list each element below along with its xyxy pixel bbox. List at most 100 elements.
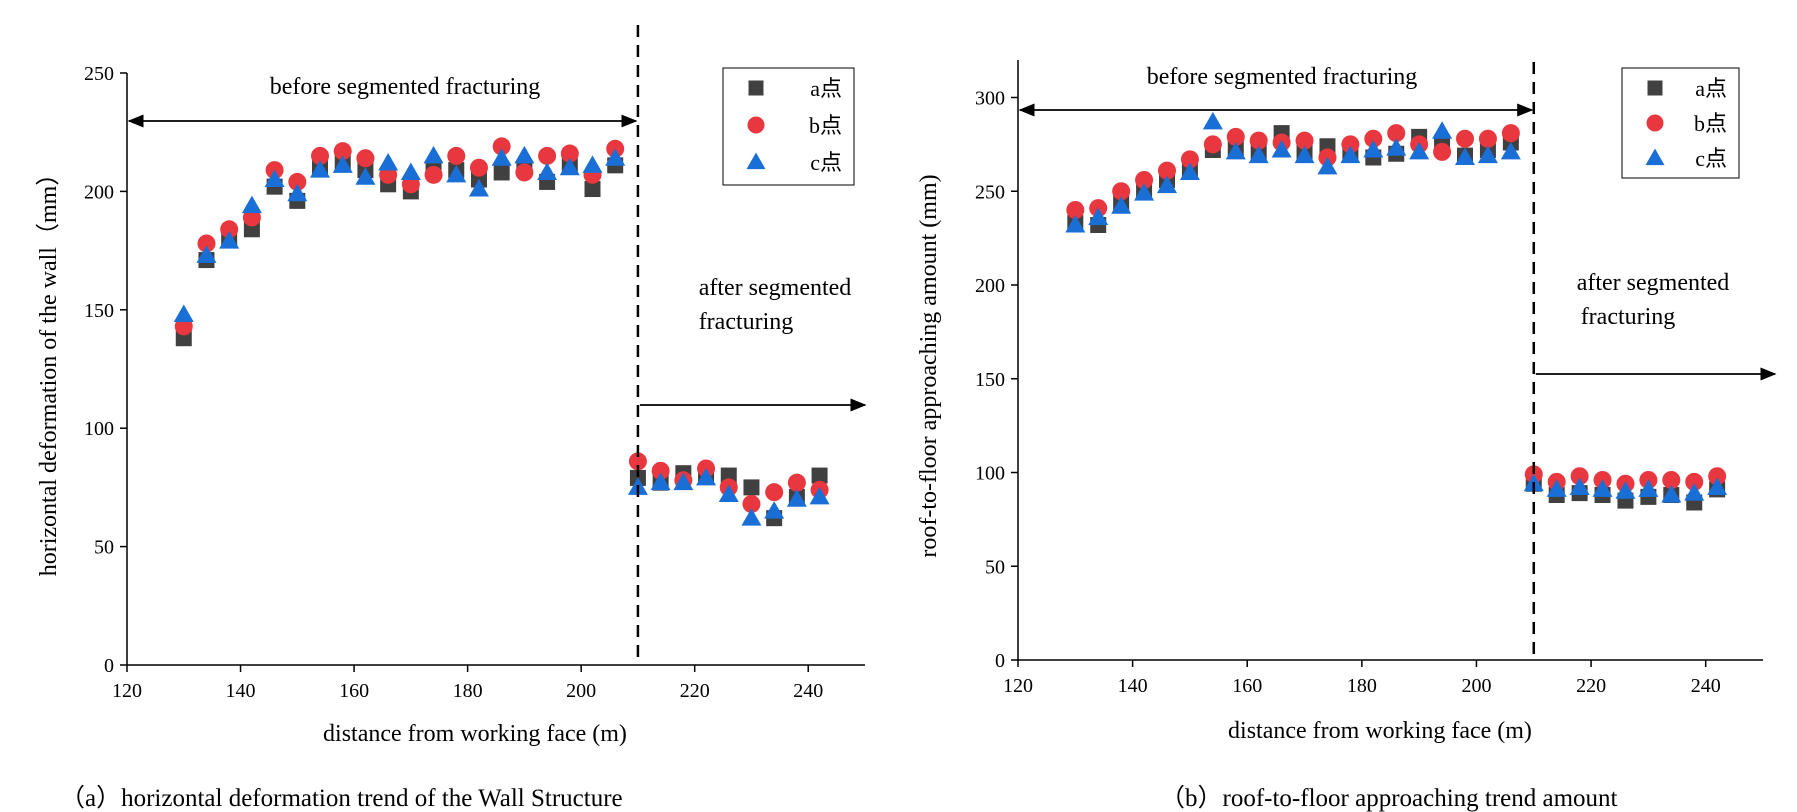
- data-point: [1569, 477, 1590, 495]
- data-point: [287, 183, 308, 202]
- data-point: [1134, 183, 1155, 201]
- data-point: [809, 486, 830, 505]
- data-point: [1662, 471, 1681, 489]
- chart-a-y-ticks: 0 50 100 150 200 250: [84, 63, 127, 677]
- legend-marker: [747, 116, 765, 134]
- data-point: [356, 149, 375, 168]
- data-point: [1364, 129, 1383, 148]
- chart-a: 120 140 160 180 200 220 240 0 50 100 150 200 250 be…: [36, 25, 867, 812]
- data-point: [1203, 135, 1222, 154]
- data-point: [423, 145, 444, 164]
- legend-marker: [1645, 148, 1665, 166]
- chart-a-points: [173, 137, 830, 527]
- x-tick-label: 120: [112, 680, 142, 702]
- legend-label: c点: [810, 150, 842, 175]
- legend-label: a点: [810, 76, 842, 101]
- x-tick-label: 140: [1118, 675, 1148, 697]
- data-point: [1158, 161, 1176, 180]
- data-point: [1179, 162, 1200, 180]
- data-point: [197, 234, 216, 253]
- data-point: [538, 146, 557, 165]
- chart-b-x-title: distance from working face (m): [1228, 718, 1532, 744]
- data-point: [332, 155, 353, 173]
- chart-b-y-ticks: 0 50 100 150 200 250 300: [975, 88, 1018, 672]
- chart-b-points: [1065, 111, 1728, 511]
- data-point: [1570, 467, 1589, 486]
- data-point: [718, 484, 739, 503]
- data-point: [355, 167, 376, 185]
- data-point: [1226, 127, 1245, 146]
- data-point: [492, 137, 511, 156]
- x-tick-label: 240: [793, 680, 823, 702]
- data-point: [1501, 124, 1520, 143]
- data-point: [1317, 156, 1338, 175]
- x-tick-label: 120: [1003, 675, 1033, 697]
- data-point: [1341, 135, 1360, 154]
- chart-b-legend-box: [1621, 67, 1740, 179]
- data-point: [1271, 140, 1292, 158]
- chart-a-y-title: horizontal deformation of the wall（mm）: [36, 162, 62, 577]
- data-point: [1592, 479, 1613, 497]
- data-point: [1685, 472, 1704, 491]
- data-point: [447, 146, 466, 165]
- data-point: [584, 181, 601, 198]
- data-point: [446, 164, 467, 183]
- x-tick-label: 140: [226, 680, 256, 702]
- data-point: [469, 158, 488, 177]
- data-point: [288, 172, 307, 191]
- data-point: [1478, 129, 1497, 148]
- data-point: [765, 483, 784, 502]
- data-point: [1112, 182, 1131, 201]
- legend-label: b点: [1694, 111, 1727, 136]
- y-tick-label: 150: [975, 369, 1005, 391]
- data-point: [1065, 215, 1086, 233]
- y-tick-label: 200: [84, 181, 114, 203]
- data-point: [582, 155, 603, 173]
- data-point: [1433, 142, 1452, 161]
- data-point: [424, 165, 443, 184]
- chart-b-x-ticks: 120 140 160 180 200 220 240: [1003, 660, 1721, 697]
- data-point: [673, 472, 694, 491]
- y-tick-label: 100: [975, 463, 1005, 485]
- data-point: [493, 164, 510, 181]
- chart-b-legend: a点 b点 c点: [1621, 67, 1740, 179]
- y-tick-label: 300: [975, 88, 1005, 110]
- data-point: [220, 220, 239, 239]
- legend-marker: [746, 152, 766, 170]
- data-point: [1066, 201, 1085, 219]
- data-point: [1295, 131, 1314, 150]
- chart-b-before-label: before segmented fracturing: [1147, 64, 1418, 90]
- data-point: [650, 472, 671, 491]
- y-tick-label: 200: [975, 275, 1005, 297]
- y-tick-label: 250: [84, 63, 114, 85]
- data-point: [811, 467, 828, 484]
- data-point: [1363, 140, 1384, 158]
- legend-label: a点: [1695, 76, 1727, 101]
- chart-b-after-label-line2: fracturing: [1581, 304, 1676, 330]
- data-point: [651, 461, 670, 480]
- legend-marker: [1647, 80, 1663, 96]
- data-point: [537, 162, 558, 180]
- data-point: [219, 231, 240, 249]
- legend-marker: [1646, 114, 1664, 132]
- data-point: [1477, 145, 1498, 164]
- data-point: [1386, 138, 1407, 156]
- x-tick-label: 240: [1691, 675, 1721, 697]
- data-point: [787, 473, 806, 492]
- data-point: [764, 501, 785, 519]
- chart-a-caption: （a）horizontal deformation trend of the W…: [60, 784, 623, 812]
- x-tick-label: 180: [1347, 675, 1377, 697]
- data-point: [1387, 124, 1406, 143]
- x-tick-label: 200: [566, 680, 596, 702]
- data-point: [1432, 121, 1453, 139]
- data-point: [1248, 145, 1269, 164]
- data-point: [1135, 171, 1154, 189]
- x-tick-label: 180: [453, 680, 483, 702]
- data-point: [1684, 483, 1705, 501]
- data-point: [1661, 485, 1682, 503]
- data-point: [173, 304, 194, 323]
- chart-b-plot-frame: [1017, 60, 1763, 661]
- chart-a-legend: a点 b点 c点: [722, 67, 855, 186]
- data-point: [1708, 467, 1727, 486]
